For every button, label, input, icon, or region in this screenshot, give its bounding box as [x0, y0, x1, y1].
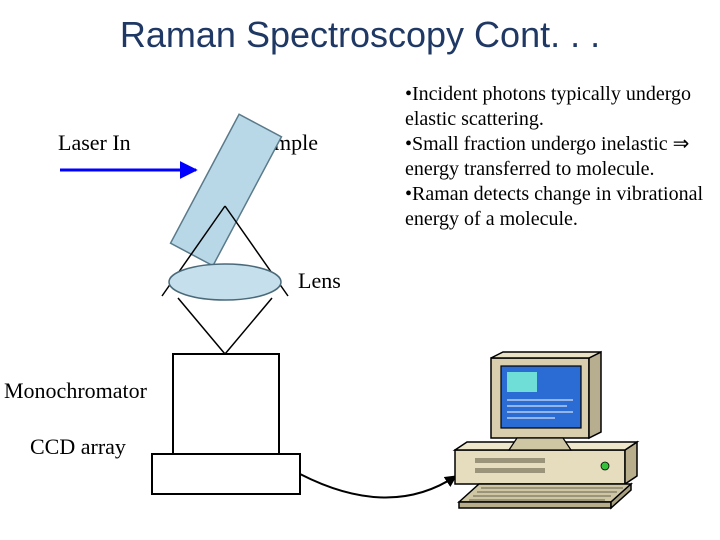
- monochromator-box-icon: [173, 354, 279, 454]
- computer-icon: [455, 352, 637, 508]
- focus-triangle-icon: [178, 298, 272, 354]
- lens-icon: [169, 264, 281, 300]
- diagram-canvas: [0, 0, 720, 540]
- output-arrow-icon: [300, 474, 456, 498]
- sample-icon: [171, 114, 282, 265]
- ccd-box-icon: [152, 454, 300, 494]
